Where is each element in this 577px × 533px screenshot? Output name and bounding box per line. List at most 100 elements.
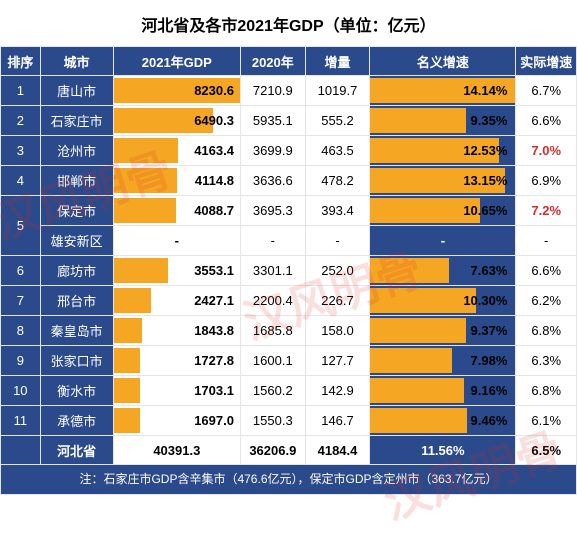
growth-cell: 12.53% (370, 136, 516, 166)
header-incr: 增量 (305, 47, 370, 76)
increment-cell: 555.2 (305, 106, 370, 136)
rank-cell: 2 (1, 106, 41, 136)
city-cell: 保定市 (40, 196, 113, 226)
total-row: 河北省40391.336206.94184.411.56%6.5% (1, 436, 577, 465)
increment-cell: 142.9 (305, 376, 370, 406)
rank-cell: 6 (1, 256, 41, 286)
rank-cell: 8 (1, 316, 41, 346)
table-row: 9张家口市1727.81600.1127.77.98%6.3% (1, 346, 577, 376)
increment-cell: 393.4 (305, 196, 370, 226)
city-cell: 唐山市 (40, 76, 113, 106)
growth-cell: 7.63% (370, 256, 516, 286)
real-growth-cell: 7.0% (516, 136, 577, 166)
city-cell: 衡水市 (40, 376, 113, 406)
increment-cell: 127.7 (305, 346, 370, 376)
table-row: 雄安新区----- (1, 226, 577, 256)
gdp2021-cell: 1703.1 (113, 376, 240, 406)
total-growth: 11.56% (370, 436, 516, 465)
growth-cell: 9.16% (370, 376, 516, 406)
total-real: 6.5% (516, 436, 577, 465)
gdp2021-cell: 1843.8 (113, 316, 240, 346)
gdp2020-cell: 5935.1 (240, 106, 305, 136)
growth-cell: 9.37% (370, 316, 516, 346)
real-growth-cell: 6.7% (516, 76, 577, 106)
growth-cell: 10.65% (370, 196, 516, 226)
gdp2020-cell: 7210.9 (240, 76, 305, 106)
table-row: 11承德市1697.01550.3146.79.46%6.1% (1, 406, 577, 436)
rank-cell: 7 (1, 286, 41, 316)
increment-cell: 1019.7 (305, 76, 370, 106)
real-growth-cell: 6.9% (516, 166, 577, 196)
real-growth-cell: 6.3% (516, 346, 577, 376)
real-growth-cell: 6.8% (516, 376, 577, 406)
real-growth-cell: 6.8% (516, 316, 577, 346)
gdp-table-chart: 河北省及各市2021年GDP（单位：亿元） 排序城市2021年GDP2020年增… (0, 0, 577, 495)
table-row: 1唐山市8230.67210.91019.714.14%6.7% (1, 76, 577, 106)
growth-cell: 14.14% (370, 76, 516, 106)
table-row: 5保定市4088.73695.3393.410.65%7.2% (1, 196, 577, 226)
rank-cell: 10 (1, 376, 41, 406)
header-row: 排序城市2021年GDP2020年增量名义增速实际增速 (1, 47, 577, 76)
growth-cell: 10.30% (370, 286, 516, 316)
gdp2020-cell: 3636.6 (240, 166, 305, 196)
growth-cell: 9.46% (370, 406, 516, 436)
total-label: 河北省 (40, 436, 113, 465)
header-city: 城市 (40, 47, 113, 76)
gdp2020-cell: 3699.9 (240, 136, 305, 166)
total-incr: 4184.4 (305, 436, 370, 465)
table-row: 8秦皇岛市1843.81685.8158.09.37%6.8% (1, 316, 577, 346)
header-gdp2020: 2020年 (240, 47, 305, 76)
city-cell: 雄安新区 (40, 226, 113, 256)
gdp2021-cell: 4114.8 (113, 166, 240, 196)
table-row: 2石家庄市6490.35935.1555.29.35%6.6% (1, 106, 577, 136)
gdp2021-cell: 2427.1 (113, 286, 240, 316)
real-growth-cell: 6.2% (516, 286, 577, 316)
table-body: 1唐山市8230.67210.91019.714.14%6.7%2石家庄市649… (1, 76, 577, 495)
real-growth-cell: 6.6% (516, 106, 577, 136)
gdp2021-cell: 4088.7 (113, 196, 240, 226)
city-cell: 秦皇岛市 (40, 316, 113, 346)
gdp2021-cell: 6490.3 (113, 106, 240, 136)
gdp2020-cell: 3301.1 (240, 256, 305, 286)
city-cell: 张家口市 (40, 346, 113, 376)
growth-cell: 7.98% (370, 346, 516, 376)
gdp2021-cell: 1727.8 (113, 346, 240, 376)
increment-cell: 226.7 (305, 286, 370, 316)
gdp2021-cell: 3553.1 (113, 256, 240, 286)
city-cell: 廊坊市 (40, 256, 113, 286)
footnote: 注：石家庄市GDP含辛集市（476.6亿元），保定市GDP含定州市（363.7亿… (1, 465, 577, 495)
table-row: 3沧州市4163.43699.9463.512.53%7.0% (1, 136, 577, 166)
rank-cell: 1 (1, 76, 41, 106)
gdp2020-cell: 3695.3 (240, 196, 305, 226)
header-rank: 排序 (1, 47, 41, 76)
increment-cell: 463.5 (305, 136, 370, 166)
growth-cell: - (370, 226, 516, 256)
header-real: 实际增速 (516, 47, 577, 76)
rank-cell: 9 (1, 346, 41, 376)
increment-cell: 478.2 (305, 166, 370, 196)
table-row: 10衡水市1703.11560.2142.99.16%6.8% (1, 376, 577, 406)
total-rank (1, 436, 41, 465)
gdp2021-cell: 4163.4 (113, 136, 240, 166)
city-cell: 沧州市 (40, 136, 113, 166)
chart-title: 河北省及各市2021年GDP（单位：亿元） (0, 0, 577, 46)
gdp2021-cell: 8230.6 (113, 76, 240, 106)
real-growth-cell: 7.2% (516, 196, 577, 226)
gdp2020-cell: 1685.8 (240, 316, 305, 346)
city-cell: 邯郸市 (40, 166, 113, 196)
rank-cell: 4 (1, 166, 41, 196)
rank-cell: 3 (1, 136, 41, 166)
real-growth-cell: - (516, 226, 577, 256)
table-row: 4邯郸市4114.83636.6478.213.15%6.9% (1, 166, 577, 196)
increment-cell: 158.0 (305, 316, 370, 346)
rank-cell: 5 (1, 196, 41, 256)
header-growth: 名义增速 (370, 47, 516, 76)
city-cell: 邢台市 (40, 286, 113, 316)
growth-cell: 9.35% (370, 106, 516, 136)
increment-cell: 252.0 (305, 256, 370, 286)
city-cell: 承德市 (40, 406, 113, 436)
real-growth-cell: 6.6% (516, 256, 577, 286)
gdp-table: 排序城市2021年GDP2020年增量名义增速实际增速 1唐山市8230.672… (0, 46, 577, 495)
total-gdp2021: 40391.3 (113, 436, 240, 465)
gdp2020-cell: 2200.4 (240, 286, 305, 316)
